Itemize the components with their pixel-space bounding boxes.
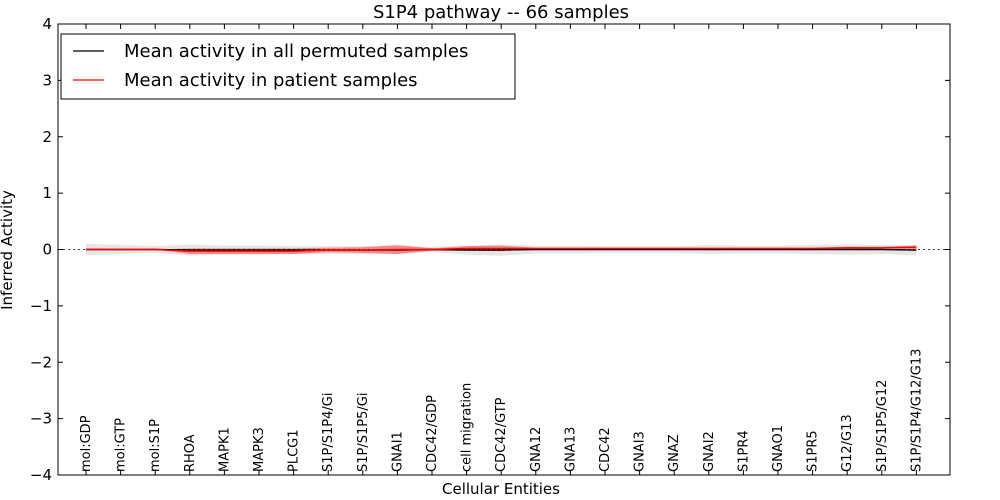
x-category-label: GNA12 bbox=[529, 427, 544, 472]
y-tick-label: 1 bbox=[42, 184, 52, 202]
x-category-label: G12/G13 bbox=[840, 414, 855, 472]
x-category-label: GNAZ bbox=[667, 434, 682, 472]
x-category-label: GNAO1 bbox=[771, 425, 786, 472]
x-category-label: GNAI1 bbox=[390, 431, 405, 472]
y-tick-label: 0 bbox=[42, 241, 52, 259]
legend-label-patient: Mean activity in patient samples bbox=[124, 70, 418, 91]
x-category-label: S1P/S1P5/Gi bbox=[356, 393, 371, 472]
chart-title: S1P4 pathway -- 66 samples bbox=[373, 2, 629, 23]
x-axis-label: Cellular Entities bbox=[442, 480, 560, 498]
x-category-label: PLCG1 bbox=[287, 429, 302, 472]
x-category-label: MAPK1 bbox=[217, 427, 232, 472]
y-tick-label: −4 bbox=[30, 466, 52, 484]
x-category-label: cell migration bbox=[460, 383, 475, 472]
y-axis-label: Inferred Activity bbox=[0, 190, 16, 310]
x-category-label: CDC42/GTP bbox=[494, 397, 509, 472]
x-axis-categories: mol:GDP mol:GTP mol:S1P RHOA MAPK1 MAPK3 PLCG1… bbox=[79, 24, 924, 475]
y-axis-ticks: −4 −3 −2 −1 0 1 2 3 4 bbox=[30, 15, 950, 484]
x-category-label: mol:GDP bbox=[79, 415, 94, 472]
y-tick-label: −1 bbox=[30, 297, 52, 315]
series-line-1 bbox=[86, 246, 917, 252]
x-category-label: CDC42 bbox=[598, 427, 613, 472]
x-category-label: S1PR4 bbox=[736, 430, 751, 472]
series-line-0 bbox=[86, 248, 917, 251]
y-tick-label: 4 bbox=[42, 15, 52, 33]
y-tick-label: −3 bbox=[30, 410, 52, 428]
x-category-label: GNAI2 bbox=[702, 431, 717, 472]
x-category-label: S1P/S1P4/G12/G13 bbox=[909, 349, 924, 472]
x-category-label: mol:GTP bbox=[114, 418, 129, 472]
x-category-label: RHOA bbox=[183, 434, 198, 472]
legend-label-permuted: Mean activity in all permuted samples bbox=[124, 41, 468, 62]
x-category-label: GNAI3 bbox=[633, 431, 648, 472]
y-tick-label: 3 bbox=[42, 71, 52, 89]
x-category-label: mol:S1P bbox=[148, 419, 163, 472]
x-category-label: S1P/S1P4/Gi bbox=[321, 393, 336, 472]
x-category-label: CDC42/GDP bbox=[425, 395, 440, 472]
x-category-label: S1PR5 bbox=[806, 430, 821, 472]
series-lines bbox=[86, 246, 917, 252]
x-category-label: S1P/S1P5/G12 bbox=[875, 380, 890, 472]
legend-box bbox=[60, 33, 516, 100]
y-tick-label: −2 bbox=[30, 353, 52, 371]
x-category-label: GNA13 bbox=[563, 427, 578, 472]
x-category-label: MAPK3 bbox=[252, 427, 267, 472]
y-tick-label: 2 bbox=[42, 128, 52, 146]
legend: Mean activity in all permuted samples Me… bbox=[60, 33, 516, 100]
